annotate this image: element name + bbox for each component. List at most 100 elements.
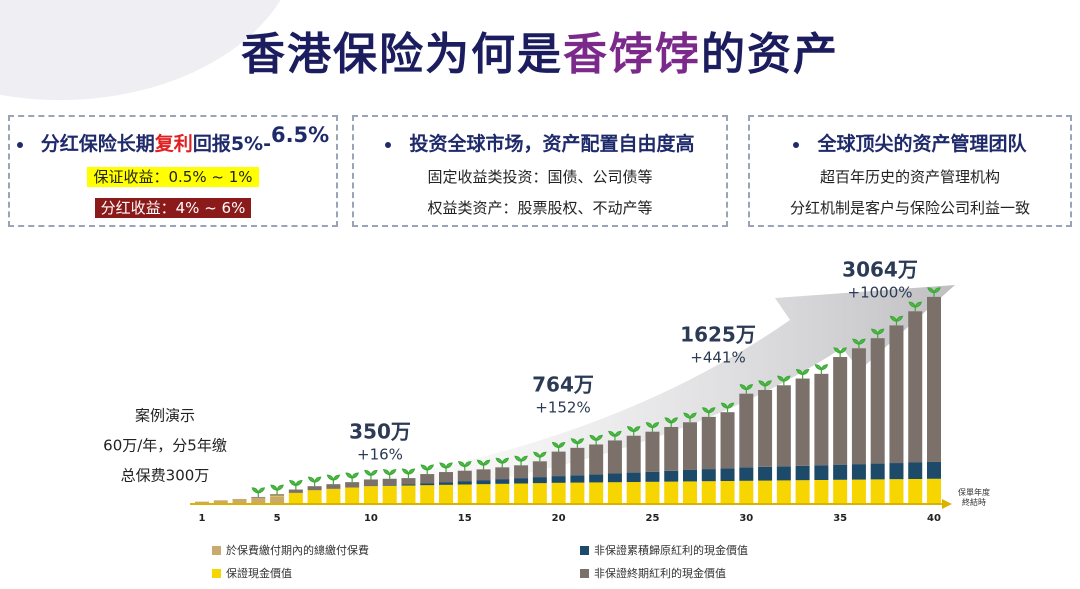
title-highlight: 香饽饽 bbox=[563, 29, 701, 80]
bar-segment bbox=[795, 480, 810, 503]
sprout bbox=[551, 442, 566, 452]
bar-segment bbox=[514, 478, 529, 484]
bar-segment bbox=[589, 482, 604, 503]
box-line: 分红机制是客户与保险公司利益一致 bbox=[789, 199, 1030, 217]
sprout bbox=[814, 364, 829, 374]
bar-segment bbox=[908, 311, 923, 463]
bar-segment bbox=[927, 478, 941, 503]
bar-segment bbox=[776, 480, 791, 503]
bar-segment bbox=[701, 481, 716, 503]
sprout bbox=[777, 375, 791, 386]
bar-segment bbox=[457, 470, 472, 482]
bar-segment bbox=[420, 485, 435, 503]
bar-segment bbox=[345, 482, 360, 488]
x-tick-label: 40 bbox=[927, 513, 941, 524]
bar-segment bbox=[382, 485, 397, 486]
bar-segment bbox=[570, 475, 585, 483]
bar-segment bbox=[927, 296, 941, 462]
bar-segment bbox=[833, 464, 848, 480]
annotation-change: +441% bbox=[690, 349, 745, 367]
sprout bbox=[251, 487, 266, 497]
sprout bbox=[720, 402, 735, 413]
bar-segment bbox=[307, 490, 322, 503]
legend-label: 於保費繳付期內的總繳付保費 bbox=[226, 543, 369, 557]
sprout bbox=[289, 479, 303, 490]
sprout bbox=[664, 417, 679, 427]
bar-segment bbox=[664, 470, 679, 482]
bar-segment bbox=[701, 416, 716, 470]
bar-segment bbox=[626, 435, 641, 473]
feature-box: 分红保险长期复利回报5%-6.5% 保证收益：0.5% ~ 1% 分红收益：4%… bbox=[8, 115, 338, 227]
box-line: 超百年历史的资产管理机构 bbox=[819, 168, 1000, 186]
bar-segment bbox=[382, 478, 397, 486]
x-axis-label: 終結時 bbox=[962, 497, 986, 507]
bar-segment bbox=[645, 431, 660, 472]
bar-segment bbox=[476, 480, 491, 485]
bar-segment bbox=[683, 469, 697, 482]
bar-segment bbox=[720, 481, 735, 503]
bar-segment bbox=[401, 485, 416, 503]
heading-part: 回报5%- bbox=[192, 133, 271, 155]
bar-segment bbox=[270, 496, 285, 503]
bar-segment bbox=[551, 482, 566, 503]
sprout bbox=[457, 461, 472, 471]
bar-segment bbox=[270, 494, 285, 496]
box-heading: 全球顶尖的资产管理团队 bbox=[750, 129, 1070, 156]
x-tick-label: 30 bbox=[739, 513, 753, 524]
bar-segment bbox=[626, 472, 641, 483]
sprout bbox=[645, 422, 660, 432]
x-tick-label: 5 bbox=[274, 513, 281, 524]
case-note: 总保费300万 bbox=[121, 467, 210, 485]
sprout bbox=[758, 380, 772, 390]
bar-segment bbox=[589, 444, 604, 475]
x-tick-label: 25 bbox=[646, 513, 660, 524]
bar-segment bbox=[495, 483, 510, 503]
bar-segment bbox=[457, 484, 472, 503]
bullet bbox=[793, 141, 800, 148]
bar-segment bbox=[607, 440, 622, 474]
bar-segment bbox=[927, 461, 941, 479]
bar-segment bbox=[851, 464, 866, 480]
box-heading: 分红保险长期复利回报5%-6.5% bbox=[10, 123, 336, 156]
sprout bbox=[927, 287, 941, 297]
annotation-change: +16% bbox=[357, 446, 403, 464]
sprout bbox=[382, 469, 397, 479]
bar-segment bbox=[514, 483, 529, 503]
bar-segment bbox=[720, 412, 735, 469]
title-part: 的资产 bbox=[701, 29, 839, 80]
bar-segment bbox=[589, 474, 604, 483]
sprout bbox=[701, 407, 716, 417]
highlight-text: 分红收益：4% ~ 6% bbox=[94, 198, 252, 218]
bar-segment bbox=[889, 479, 904, 503]
bar-segment bbox=[776, 466, 791, 481]
bar-segment bbox=[532, 477, 547, 484]
bar-segment bbox=[288, 492, 303, 503]
sprout bbox=[495, 457, 510, 468]
bar-segment bbox=[270, 495, 285, 497]
bar-segment bbox=[776, 385, 791, 467]
bar-segment bbox=[683, 481, 697, 503]
bar-segment bbox=[363, 486, 378, 503]
sprout bbox=[420, 464, 435, 475]
bullet bbox=[385, 141, 392, 148]
bar-segment bbox=[307, 486, 322, 491]
bar-segment bbox=[645, 471, 660, 482]
sprout bbox=[833, 347, 847, 358]
sprout bbox=[739, 384, 754, 394]
bar-segment bbox=[851, 348, 866, 465]
bar-segment bbox=[851, 479, 866, 503]
legend-swatch bbox=[580, 546, 589, 555]
sprout bbox=[570, 438, 585, 448]
bar-segment bbox=[814, 373, 829, 466]
bar-segment bbox=[551, 476, 566, 483]
sprout bbox=[270, 484, 284, 495]
sprout bbox=[514, 455, 528, 466]
annotation-change: +152% bbox=[535, 399, 590, 417]
sprout bbox=[326, 474, 341, 485]
sprout bbox=[589, 434, 603, 445]
bar-segment bbox=[326, 484, 341, 489]
bar-segment bbox=[476, 469, 491, 481]
feature-box: 全球顶尖的资产管理团队 超百年历史的资产管理机构 分红机制是客户与保险公司利益一… bbox=[748, 115, 1072, 227]
heading-part: 全球顶尖的资产管理团队 bbox=[817, 133, 1027, 155]
